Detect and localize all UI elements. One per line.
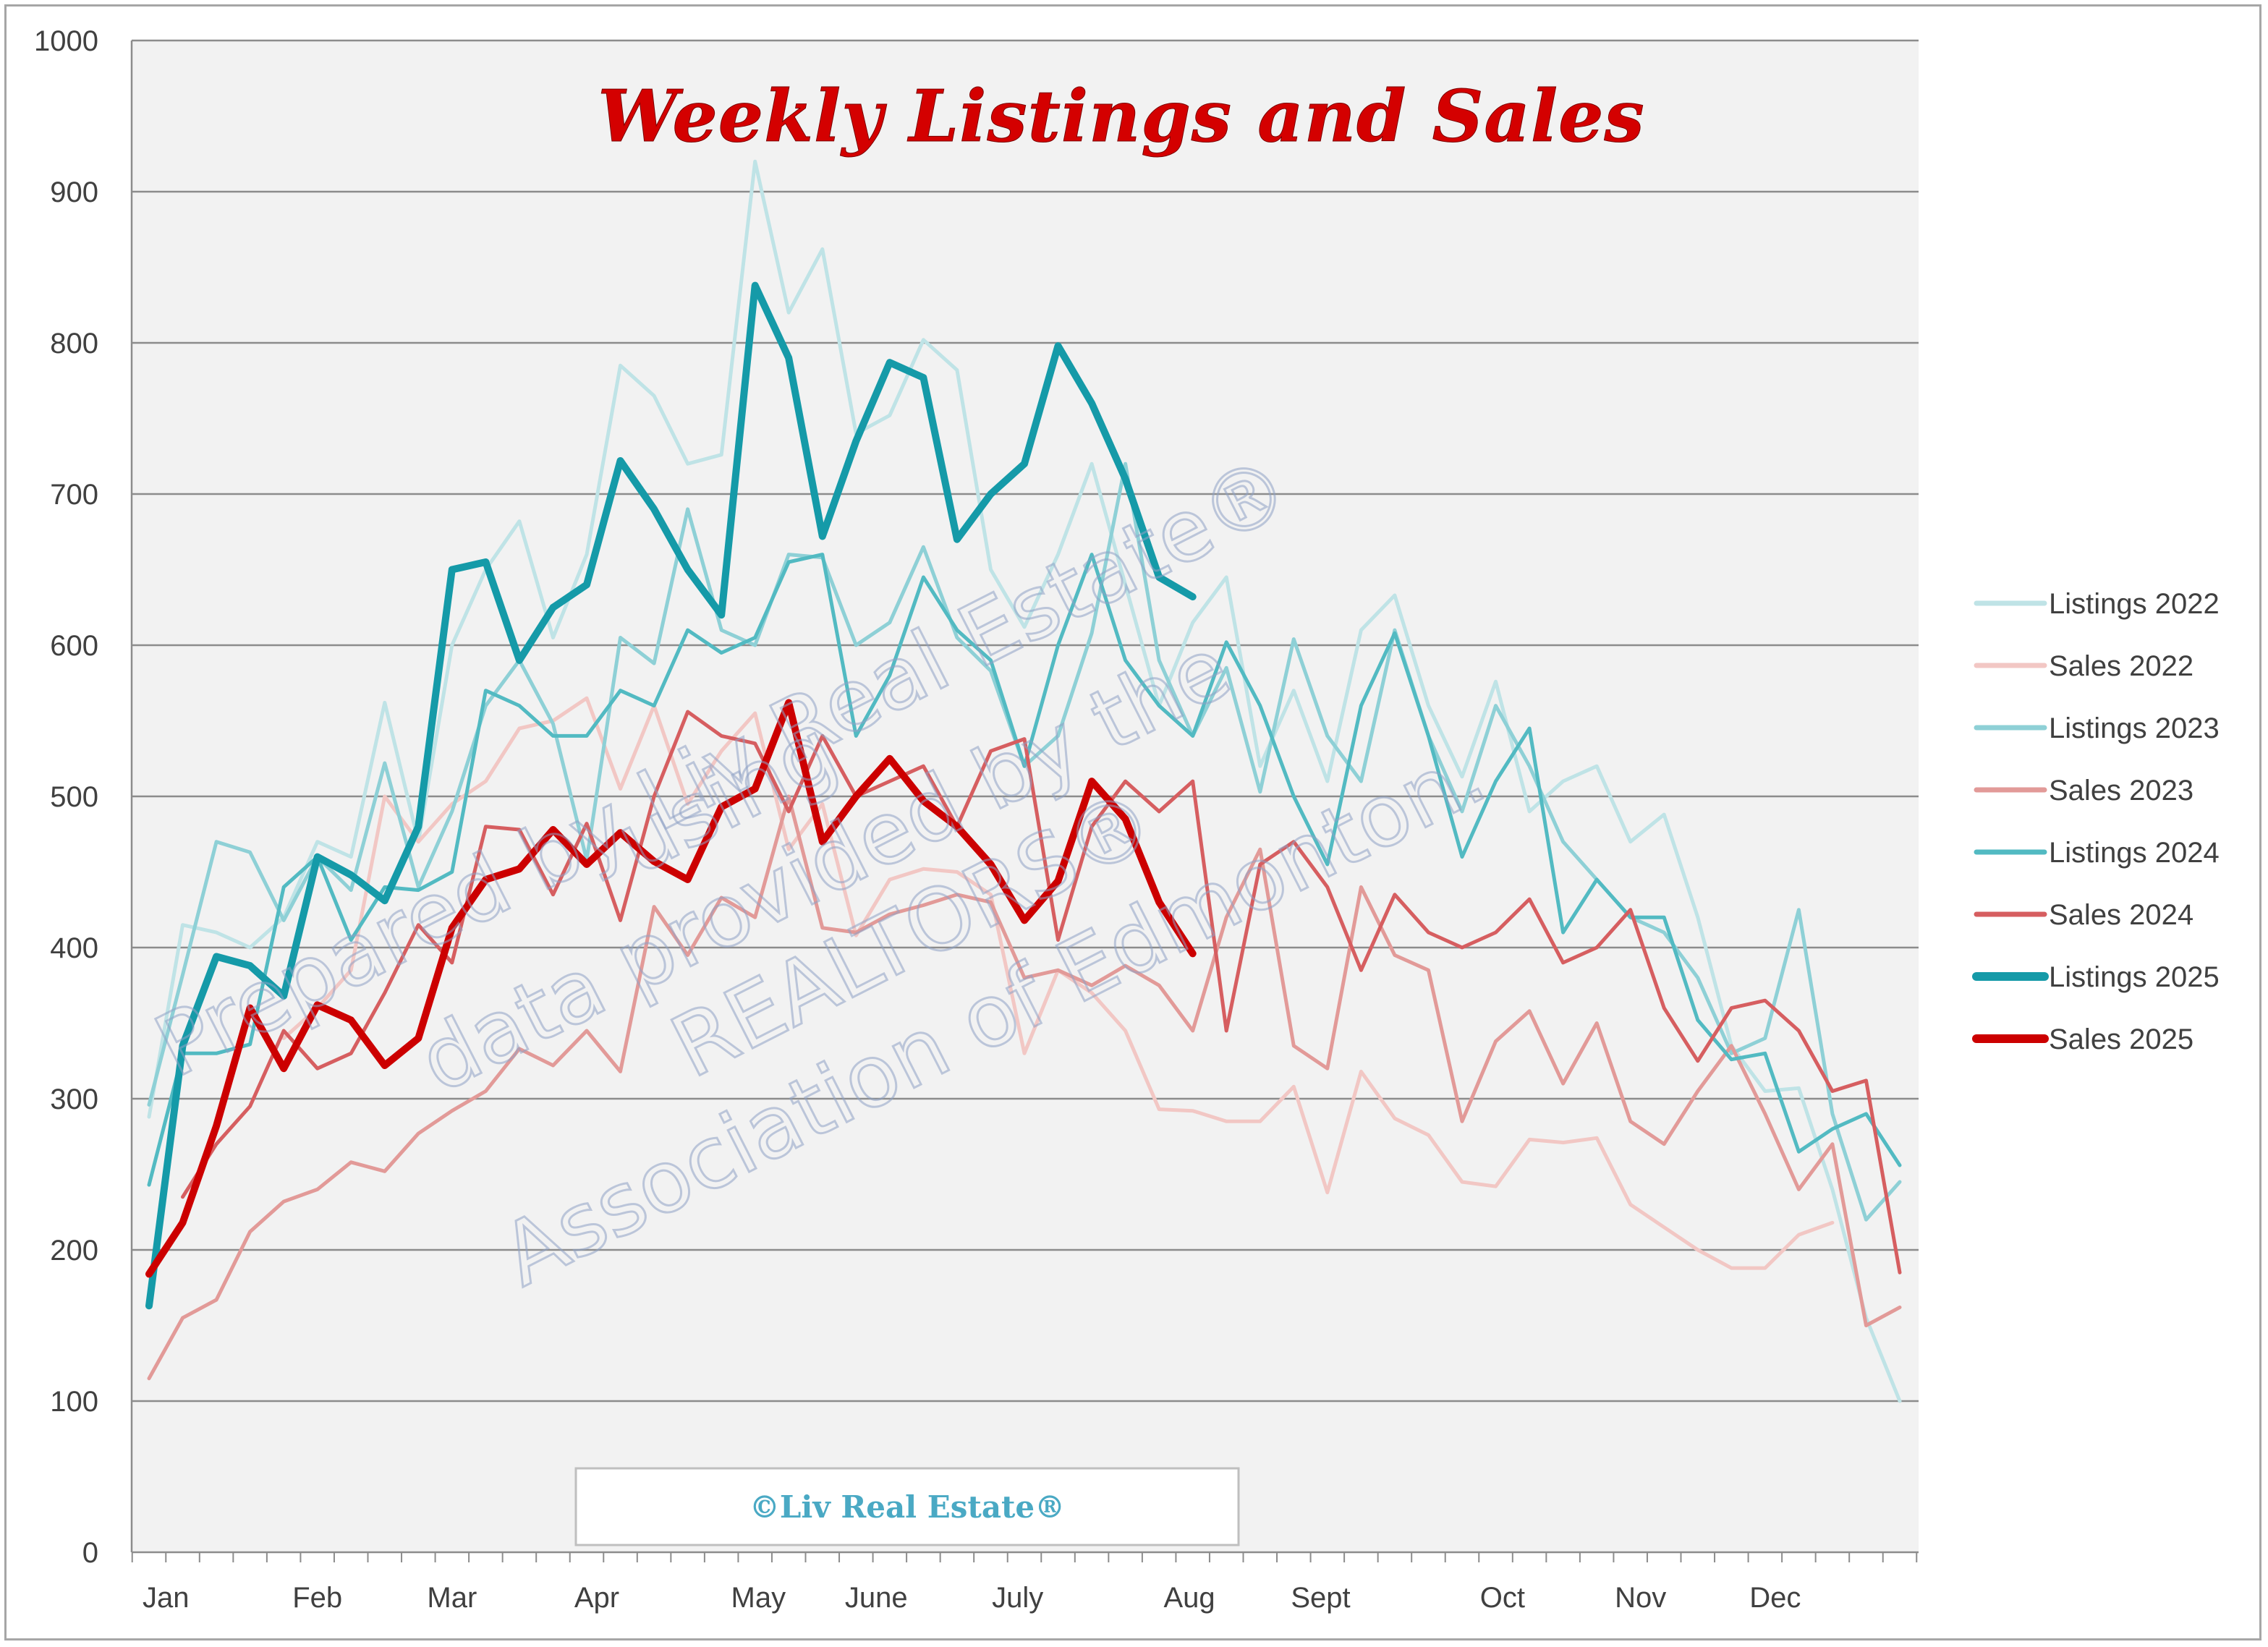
legend-label-listings-2024: Listings 2024 [2049, 837, 2220, 869]
y-axis: 0 100 200 300 400 500 600 700 800 900 1000 [34, 25, 133, 1569]
series-line-sales-2025 [145, 699, 1197, 1278]
x-tick-label: Jan [143, 1582, 190, 1614]
legend-label-sales-2025: Sales 2025 [2049, 1023, 2193, 1055]
x-tick-label: Mar [427, 1582, 477, 1614]
y-tick-label: 700 [50, 479, 98, 511]
legend-label-sales-2022: Sales 2022 [2049, 650, 2193, 682]
x-tick-label: June [845, 1582, 908, 1614]
series-line-listings-2022 [147, 159, 1902, 1403]
y-tick-label: 100 [50, 1386, 98, 1418]
gridlines [132, 39, 1919, 1554]
x-tick-label: Nov [1615, 1582, 1666, 1614]
chart-title: Weekly Listings and Sales [598, 75, 1644, 158]
x-tick-label: May [731, 1582, 786, 1614]
x-tick-label: Apr [574, 1582, 619, 1614]
legend: Listings 2022 Sales 2022 Listings 2023 Sale… [1972, 588, 2220, 1055]
series-line-listings-2024 [147, 553, 1902, 1187]
legend-label-listings-2025: Listings 2025 [2049, 961, 2220, 993]
y-tick-label: 600 [50, 630, 98, 662]
legend-label-sales-2023: Sales 2023 [2049, 775, 2193, 807]
x-axis: Jan Feb Mar Apr May June July Aug Sept Oct Nov Dec [131, 1552, 1918, 1614]
x-tick-label: July [992, 1582, 1043, 1614]
copyright-label: ©Liv Real Estate® [749, 1489, 1065, 1525]
x-tick-label: Sept [1291, 1582, 1350, 1614]
series-line-listings-2025 [145, 281, 1197, 1310]
series-lines [145, 159, 1902, 1403]
x-tick-label: Aug [1163, 1582, 1215, 1614]
y-tick-label: 900 [50, 176, 98, 208]
y-tick-label: 1000 [34, 25, 98, 57]
y-tick-label: 500 [50, 781, 98, 813]
copyright-box: ©Liv Real Estate® [574, 1467, 1240, 1546]
y-tick-label: 800 [50, 328, 98, 359]
y-tick-label: 400 [50, 932, 98, 964]
legend-label-listings-2022: Listings 2022 [2049, 588, 2220, 620]
y-tick-label: 300 [50, 1084, 98, 1115]
x-tick-label: Oct [1480, 1582, 1525, 1614]
series-line-sales-2024 [181, 710, 1902, 1274]
y-tick-label: 0 [82, 1537, 98, 1569]
series-line-sales-2023 [147, 794, 1902, 1381]
x-tick-label: Feb [292, 1582, 342, 1614]
x-tick-label: Dec [1749, 1582, 1801, 1614]
legend-label-listings-2023: Listings 2023 [2049, 712, 2220, 744]
legend-label-sales-2024: Sales 2024 [2049, 899, 2193, 931]
y-tick-label: 200 [50, 1235, 98, 1267]
